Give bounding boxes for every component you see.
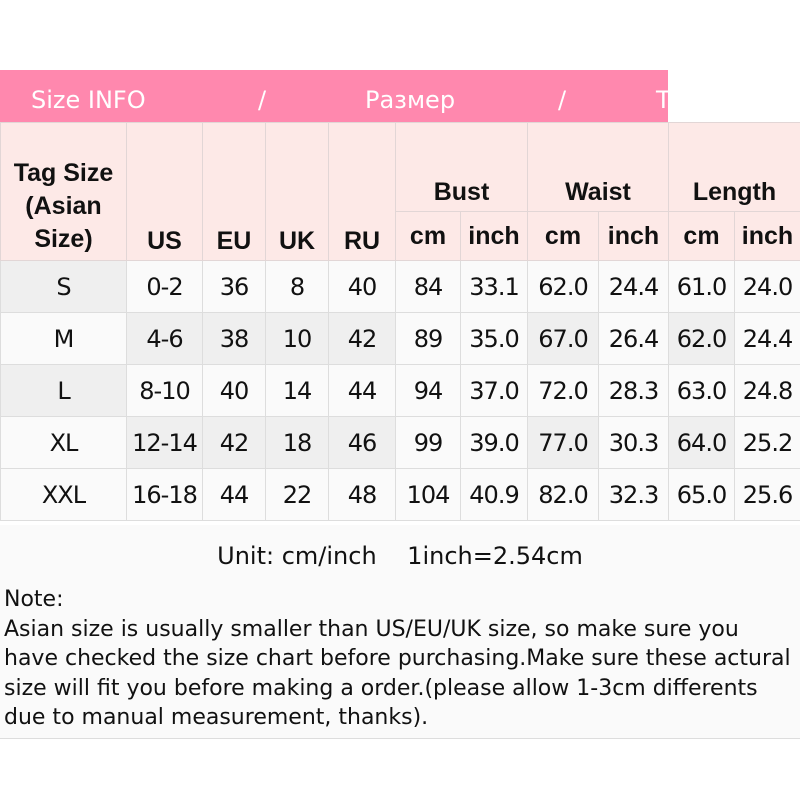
table-cell: 40 xyxy=(328,260,396,313)
header-us: US xyxy=(126,122,203,261)
table-cell: 14 xyxy=(265,364,329,417)
header-bust: Bust xyxy=(395,122,528,212)
header-tag-size: Tag Size (Asian Size) xyxy=(0,122,127,261)
table-cell: 33.1 xyxy=(460,260,528,313)
table-row: L 8-10 40 14 44 94 37.0 72.0 28.3 63.0 24.8 xyxy=(0,364,800,417)
size-label-cell: L xyxy=(0,364,127,417)
header-eu: EU xyxy=(202,122,266,261)
banner-title-cut: T xyxy=(656,86,668,114)
note-section: Note: Asian size is usually smaller than… xyxy=(0,585,800,739)
size-label-cell: S xyxy=(0,260,127,313)
table-cell: 42 xyxy=(328,312,396,365)
table-cell: 24.8 xyxy=(733,364,800,417)
table-cell: 104 xyxy=(395,468,461,521)
table-cell: 8-10 xyxy=(126,364,203,417)
banner-title-ru: Размер xyxy=(365,86,456,114)
table-cell: 4-6 xyxy=(126,312,203,365)
unit-note: Unit: cm/inch 1inch=2.54cm xyxy=(0,525,800,586)
table-cell: 84 xyxy=(395,260,461,313)
table-cell: 89 xyxy=(395,312,461,365)
table-cell: 8 xyxy=(265,260,329,313)
table-cell: 36 xyxy=(202,260,266,313)
header-uk: UK xyxy=(265,122,329,261)
table-cell: 40.9 xyxy=(460,468,528,521)
table-cell: 40 xyxy=(202,364,266,417)
table-row: S 0-2 36 8 40 84 33.1 62.0 24.4 61.0 24.0 xyxy=(0,260,800,313)
table-cell: 37.0 xyxy=(460,364,528,417)
table-cell: 42 xyxy=(202,416,266,469)
header-ru: RU xyxy=(328,122,396,261)
table-cell: 24.4 xyxy=(733,312,800,365)
table-cell: 38 xyxy=(202,312,266,365)
table-row: XL 12-14 42 18 46 99 39.0 77.0 30.3 64.0 25.2 xyxy=(0,416,800,469)
note-text: Asian size is usually smaller than US/EU… xyxy=(4,616,791,731)
table-row: M 4-6 38 10 42 89 35.0 67.0 26.4 62.0 24.4 xyxy=(0,312,800,365)
table-cell: 30.3 xyxy=(598,416,669,469)
table-cell: 64.0 xyxy=(668,416,735,469)
table-cell: 63.0 xyxy=(668,364,735,417)
table-cell: 46 xyxy=(328,416,396,469)
table-cell: 62.0 xyxy=(527,260,599,313)
table-cell: 28.3 xyxy=(598,364,669,417)
table-cell: 24.0 xyxy=(733,260,800,313)
table-cell: 24.4 xyxy=(598,260,669,313)
header-waist-inch: inch xyxy=(598,211,669,261)
header-bust-inch: inch xyxy=(460,211,528,261)
header-waist: Waist xyxy=(527,122,669,212)
table-cell: 72.0 xyxy=(527,364,599,417)
table-cell: 12-14 xyxy=(126,416,203,469)
table-cell: 16-18 xyxy=(126,468,203,521)
size-info-banner: Size INFO / Размер / T xyxy=(0,70,668,122)
table-cell: 10 xyxy=(265,312,329,365)
table-row: XXL 16-18 44 22 48 104 40.9 82.0 32.3 65.0 25.6 xyxy=(0,468,800,521)
table-cell: 48 xyxy=(328,468,396,521)
note-title: Note: xyxy=(4,587,64,612)
table-cell: 65.0 xyxy=(668,468,735,521)
table-cell: 35.0 xyxy=(460,312,528,365)
header-bust-cm: cm xyxy=(395,211,461,261)
header-length-cm: cm xyxy=(668,211,735,261)
table-cell: 44 xyxy=(202,468,266,521)
table-cell: 62.0 xyxy=(668,312,735,365)
banner-separator: / xyxy=(258,86,267,114)
table-cell: 44 xyxy=(328,364,396,417)
table-cell: 82.0 xyxy=(527,468,599,521)
table-cell: 18 xyxy=(265,416,329,469)
table-cell: 26.4 xyxy=(598,312,669,365)
table-cell: 61.0 xyxy=(668,260,735,313)
banner-separator: / xyxy=(558,86,567,114)
header-length-inch: inch xyxy=(733,211,800,261)
size-label-cell: XXL xyxy=(0,468,127,521)
table-cell: 77.0 xyxy=(527,416,599,469)
table-cell: 25.2 xyxy=(733,416,800,469)
header-waist-cm: cm xyxy=(527,211,599,261)
header-length: Length xyxy=(667,122,800,212)
size-label-cell: XL xyxy=(0,416,127,469)
table-cell: 94 xyxy=(395,364,461,417)
table-cell: 32.3 xyxy=(598,468,669,521)
table-cell: 39.0 xyxy=(460,416,528,469)
table-cell: 0-2 xyxy=(126,260,203,313)
size-chart-table: Tag Size (Asian Size) US EU UK RU Bust W… xyxy=(0,122,800,521)
size-label-cell: M xyxy=(0,312,127,365)
table-cell: 99 xyxy=(395,416,461,469)
table-cell: 22 xyxy=(265,468,329,521)
table-cell: 25.6 xyxy=(733,468,800,521)
banner-title-en: Size INFO xyxy=(31,86,146,114)
table-cell: 67.0 xyxy=(527,312,599,365)
